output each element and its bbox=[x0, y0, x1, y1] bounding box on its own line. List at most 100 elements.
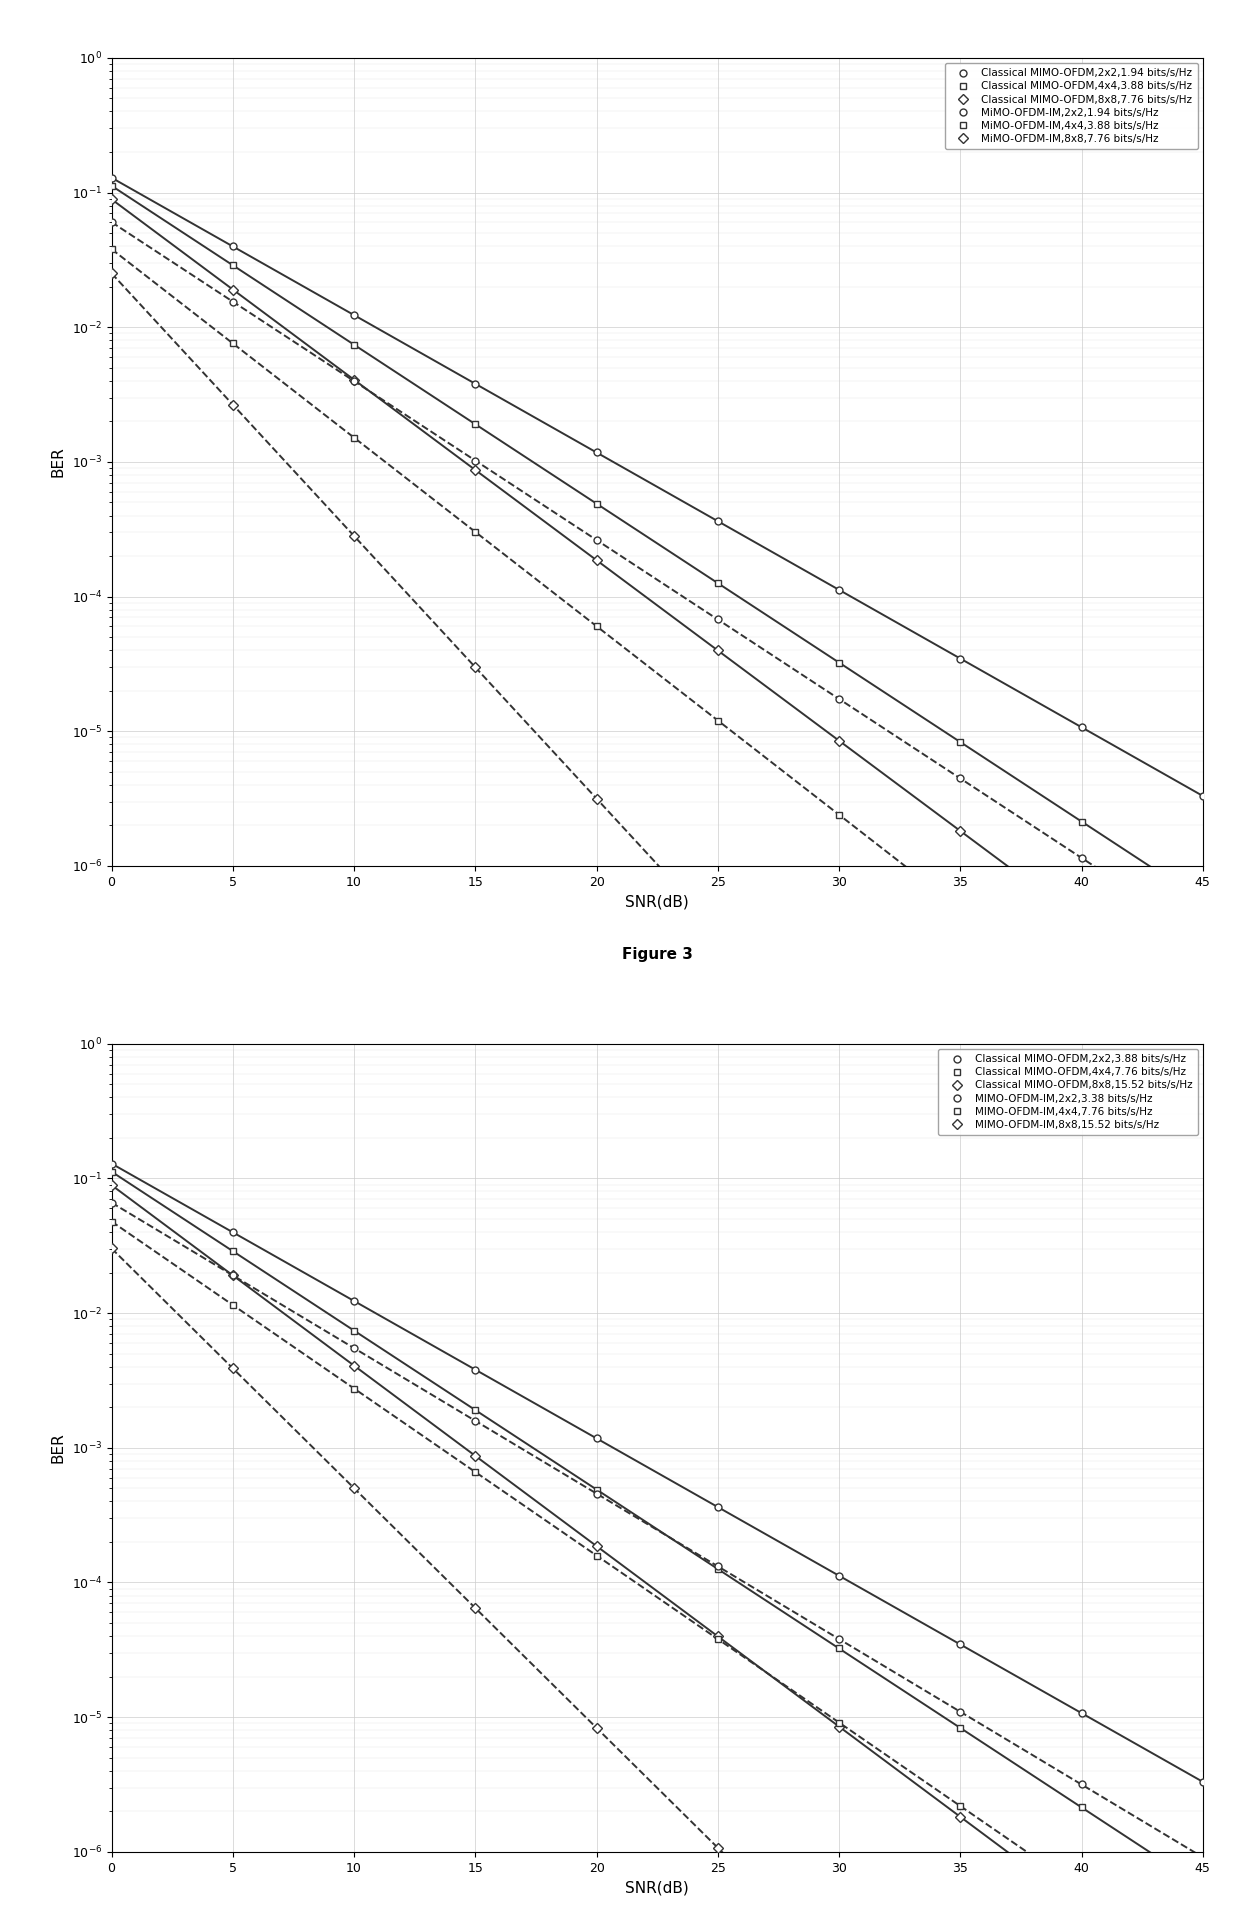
Line: MIMO-OFDM-IM,4x4,7.76 bits/s/Hz: MIMO-OFDM-IM,4x4,7.76 bits/s/Hz bbox=[108, 1217, 1207, 1929]
MiMO-OFDM-IM,4x4,3.88 bits/s/Hz bbox=[952, 897, 967, 920]
MIMO-OFDM-IM,2x2,3.38 bits/s/Hz bbox=[467, 1410, 482, 1433]
Classical MIMO-OFDM,4x4,3.88 bits/s/Hz bbox=[104, 174, 119, 197]
MiMO-OFDM-IM,2x2,1.94 bits/s/Hz bbox=[952, 768, 967, 791]
MiMO-OFDM-IM,4x4,3.88 bits/s/Hz bbox=[104, 237, 119, 260]
Classical MIMO-OFDM,4x4,7.76 bits/s/Hz bbox=[1074, 1796, 1089, 1819]
MIMO-OFDM-IM,4x4,7.76 bits/s/Hz bbox=[347, 1377, 362, 1400]
Line: Classical MIMO-OFDM,4x4,3.88 bits/s/Hz: Classical MIMO-OFDM,4x4,3.88 bits/s/Hz bbox=[108, 183, 1207, 905]
Classical MIMO-OFDM,4x4,7.76 bits/s/Hz bbox=[1195, 1875, 1210, 1898]
Classical MIMO-OFDM,8x8,7.76 bits/s/Hz bbox=[226, 278, 241, 301]
Classical MIMO-OFDM,4x4,7.76 bits/s/Hz bbox=[104, 1159, 119, 1182]
MIMO-OFDM-IM,8x8,15.52 bits/s/Hz bbox=[467, 1597, 482, 1620]
MiMO-OFDM-IM,8x8,7.76 bits/s/Hz bbox=[104, 262, 119, 285]
MiMO-OFDM-IM,4x4,3.88 bits/s/Hz bbox=[1074, 990, 1089, 1013]
Classical MIMO-OFDM,8x8,7.76 bits/s/Hz bbox=[711, 638, 725, 662]
Classical MIMO-OFDM,2x2,1.94 bits/s/Hz bbox=[1074, 716, 1089, 739]
MiMO-OFDM-IM,8x8,7.76 bits/s/Hz bbox=[1074, 990, 1089, 1013]
Classical MIMO-OFDM,2x2,1.94 bits/s/Hz bbox=[1195, 785, 1210, 808]
MIMO-OFDM-IM,2x2,3.38 bits/s/Hz bbox=[952, 1699, 967, 1723]
MIMO-OFDM-IM,8x8,15.52 bits/s/Hz bbox=[347, 1476, 362, 1499]
MIMO-OFDM-IM,8x8,15.52 bits/s/Hz bbox=[104, 1236, 119, 1260]
Classical MIMO-OFDM,2x2,1.94 bits/s/Hz bbox=[589, 442, 604, 465]
MiMO-OFDM-IM,8x8,7.76 bits/s/Hz bbox=[467, 656, 482, 679]
Line: Classical MIMO-OFDM,2x2,3.88 bits/s/Hz: Classical MIMO-OFDM,2x2,3.88 bits/s/Hz bbox=[108, 1159, 1207, 1784]
Classical MIMO-OFDM,2x2,3.88 bits/s/Hz bbox=[711, 1495, 725, 1518]
MIMO-OFDM-IM,4x4,7.76 bits/s/Hz bbox=[711, 1628, 725, 1651]
Line: Classical MIMO-OFDM,8x8,15.52 bits/s/Hz: Classical MIMO-OFDM,8x8,15.52 bits/s/Hz bbox=[108, 1182, 1207, 1929]
Line: MiMO-OFDM-IM,8x8,7.76 bits/s/Hz: MiMO-OFDM-IM,8x8,7.76 bits/s/Hz bbox=[108, 270, 1207, 1005]
MiMO-OFDM-IM,4x4,3.88 bits/s/Hz bbox=[347, 426, 362, 449]
Classical MIMO-OFDM,8x8,15.52 bits/s/Hz bbox=[952, 1806, 967, 1829]
MIMO-OFDM-IM,4x4,7.76 bits/s/Hz bbox=[832, 1711, 847, 1734]
Line: Classical MIMO-OFDM,4x4,7.76 bits/s/Hz: Classical MIMO-OFDM,4x4,7.76 bits/s/Hz bbox=[108, 1169, 1207, 1890]
MIMO-OFDM-IM,2x2,3.38 bits/s/Hz bbox=[832, 1628, 847, 1651]
Line: Classical MIMO-OFDM,2x2,1.94 bits/s/Hz: Classical MIMO-OFDM,2x2,1.94 bits/s/Hz bbox=[108, 174, 1207, 799]
MiMO-OFDM-IM,4x4,3.88 bits/s/Hz bbox=[589, 615, 604, 638]
Classical MIMO-OFDM,4x4,3.88 bits/s/Hz bbox=[347, 334, 362, 357]
MIMO-OFDM-IM,2x2,3.38 bits/s/Hz bbox=[589, 1481, 604, 1505]
MIMO-OFDM-IM,4x4,7.76 bits/s/Hz bbox=[952, 1794, 967, 1817]
Classical MIMO-OFDM,4x4,3.88 bits/s/Hz bbox=[467, 413, 482, 436]
MiMO-OFDM-IM,2x2,1.94 bits/s/Hz bbox=[1074, 847, 1089, 870]
MiMO-OFDM-IM,8x8,7.76 bits/s/Hz bbox=[226, 394, 241, 417]
Classical MIMO-OFDM,8x8,7.76 bits/s/Hz bbox=[1195, 990, 1210, 1013]
MiMO-OFDM-IM,4x4,3.88 bits/s/Hz bbox=[226, 332, 241, 355]
Classical MIMO-OFDM,4x4,3.88 bits/s/Hz bbox=[589, 492, 604, 515]
Classical MIMO-OFDM,2x2,1.94 bits/s/Hz bbox=[104, 166, 119, 189]
MiMO-OFDM-IM,8x8,7.76 bits/s/Hz bbox=[832, 990, 847, 1013]
Classical MIMO-OFDM,8x8,15.52 bits/s/Hz bbox=[467, 1445, 482, 1468]
Classical MIMO-OFDM,2x2,3.88 bits/s/Hz bbox=[467, 1358, 482, 1381]
Classical MIMO-OFDM,2x2,3.88 bits/s/Hz bbox=[1074, 1701, 1089, 1725]
Classical MIMO-OFDM,8x8,7.76 bits/s/Hz bbox=[347, 368, 362, 392]
Line: MIMO-OFDM-IM,8x8,15.52 bits/s/Hz: MIMO-OFDM-IM,8x8,15.52 bits/s/Hz bbox=[108, 1244, 1207, 1929]
Classical MIMO-OFDM,4x4,7.76 bits/s/Hz bbox=[832, 1638, 847, 1661]
MiMO-OFDM-IM,8x8,7.76 bits/s/Hz bbox=[589, 787, 604, 810]
MIMO-OFDM-IM,2x2,3.38 bits/s/Hz bbox=[1195, 1846, 1210, 1869]
MIMO-OFDM-IM,8x8,15.52 bits/s/Hz bbox=[711, 1836, 725, 1860]
MIMO-OFDM-IM,2x2,3.38 bits/s/Hz bbox=[226, 1263, 241, 1287]
Classical MIMO-OFDM,2x2,1.94 bits/s/Hz bbox=[347, 303, 362, 326]
MiMO-OFDM-IM,4x4,3.88 bits/s/Hz bbox=[1195, 990, 1210, 1013]
Y-axis label: BER: BER bbox=[51, 1433, 66, 1464]
Classical MIMO-OFDM,4x4,7.76 bits/s/Hz bbox=[952, 1717, 967, 1740]
Classical MIMO-OFDM,4x4,3.88 bits/s/Hz bbox=[952, 731, 967, 754]
MiMO-OFDM-IM,2x2,1.94 bits/s/Hz bbox=[589, 529, 604, 552]
Classical MIMO-OFDM,8x8,7.76 bits/s/Hz bbox=[467, 459, 482, 482]
Classical MIMO-OFDM,2x2,1.94 bits/s/Hz bbox=[711, 509, 725, 532]
Classical MIMO-OFDM,2x2,1.94 bits/s/Hz bbox=[467, 372, 482, 395]
MiMO-OFDM-IM,2x2,1.94 bits/s/Hz bbox=[226, 289, 241, 312]
Classical MIMO-OFDM,2x2,3.88 bits/s/Hz bbox=[589, 1427, 604, 1451]
MIMO-OFDM-IM,8x8,15.52 bits/s/Hz bbox=[226, 1356, 241, 1379]
MiMO-OFDM-IM,4x4,3.88 bits/s/Hz bbox=[832, 802, 847, 826]
X-axis label: SNR(dB): SNR(dB) bbox=[625, 895, 689, 909]
Classical MIMO-OFDM,2x2,3.88 bits/s/Hz bbox=[226, 1221, 241, 1244]
Classical MIMO-OFDM,8x8,7.76 bits/s/Hz bbox=[104, 187, 119, 210]
Classical MIMO-OFDM,2x2,3.88 bits/s/Hz bbox=[832, 1564, 847, 1588]
Line: Classical MIMO-OFDM,8x8,7.76 bits/s/Hz: Classical MIMO-OFDM,8x8,7.76 bits/s/Hz bbox=[108, 197, 1207, 1005]
MiMO-OFDM-IM,4x4,3.88 bits/s/Hz bbox=[467, 521, 482, 544]
Classical MIMO-OFDM,8x8,15.52 bits/s/Hz bbox=[104, 1173, 119, 1196]
Classical MIMO-OFDM,8x8,15.52 bits/s/Hz bbox=[226, 1263, 241, 1287]
MIMO-OFDM-IM,4x4,7.76 bits/s/Hz bbox=[589, 1543, 604, 1566]
MIMO-OFDM-IM,4x4,7.76 bits/s/Hz bbox=[104, 1209, 119, 1233]
Classical MIMO-OFDM,4x4,3.88 bits/s/Hz bbox=[1074, 810, 1089, 833]
MIMO-OFDM-IM,2x2,3.38 bits/s/Hz bbox=[711, 1555, 725, 1578]
MiMO-OFDM-IM,2x2,1.94 bits/s/Hz bbox=[347, 370, 362, 394]
Classical MIMO-OFDM,8x8,7.76 bits/s/Hz bbox=[589, 548, 604, 571]
MiMO-OFDM-IM,2x2,1.94 bits/s/Hz bbox=[1195, 926, 1210, 949]
MiMO-OFDM-IM,4x4,3.88 bits/s/Hz bbox=[711, 710, 725, 733]
MiMO-OFDM-IM,2x2,1.94 bits/s/Hz bbox=[467, 449, 482, 473]
Classical MIMO-OFDM,8x8,7.76 bits/s/Hz bbox=[832, 729, 847, 752]
MIMO-OFDM-IM,2x2,3.38 bits/s/Hz bbox=[104, 1190, 119, 1213]
MIMO-OFDM-IM,4x4,7.76 bits/s/Hz bbox=[226, 1294, 241, 1318]
MIMO-OFDM-IM,8x8,15.52 bits/s/Hz bbox=[589, 1717, 604, 1740]
MiMO-OFDM-IM,2x2,1.94 bits/s/Hz bbox=[104, 210, 119, 233]
Classical MIMO-OFDM,2x2,3.88 bits/s/Hz bbox=[1195, 1771, 1210, 1794]
Legend: Classical MIMO-OFDM,2x2,1.94 bits/s/Hz, Classical MIMO-OFDM,4x4,3.88 bits/s/Hz, : Classical MIMO-OFDM,2x2,1.94 bits/s/Hz, … bbox=[945, 64, 1198, 149]
Classical MIMO-OFDM,8x8,15.52 bits/s/Hz bbox=[589, 1535, 604, 1559]
Classical MIMO-OFDM,2x2,1.94 bits/s/Hz bbox=[952, 646, 967, 669]
Classical MIMO-OFDM,8x8,7.76 bits/s/Hz bbox=[1074, 910, 1089, 934]
MIMO-OFDM-IM,2x2,3.38 bits/s/Hz bbox=[347, 1337, 362, 1360]
Classical MIMO-OFDM,8x8,7.76 bits/s/Hz bbox=[952, 820, 967, 843]
MiMO-OFDM-IM,8x8,7.76 bits/s/Hz bbox=[952, 990, 967, 1013]
